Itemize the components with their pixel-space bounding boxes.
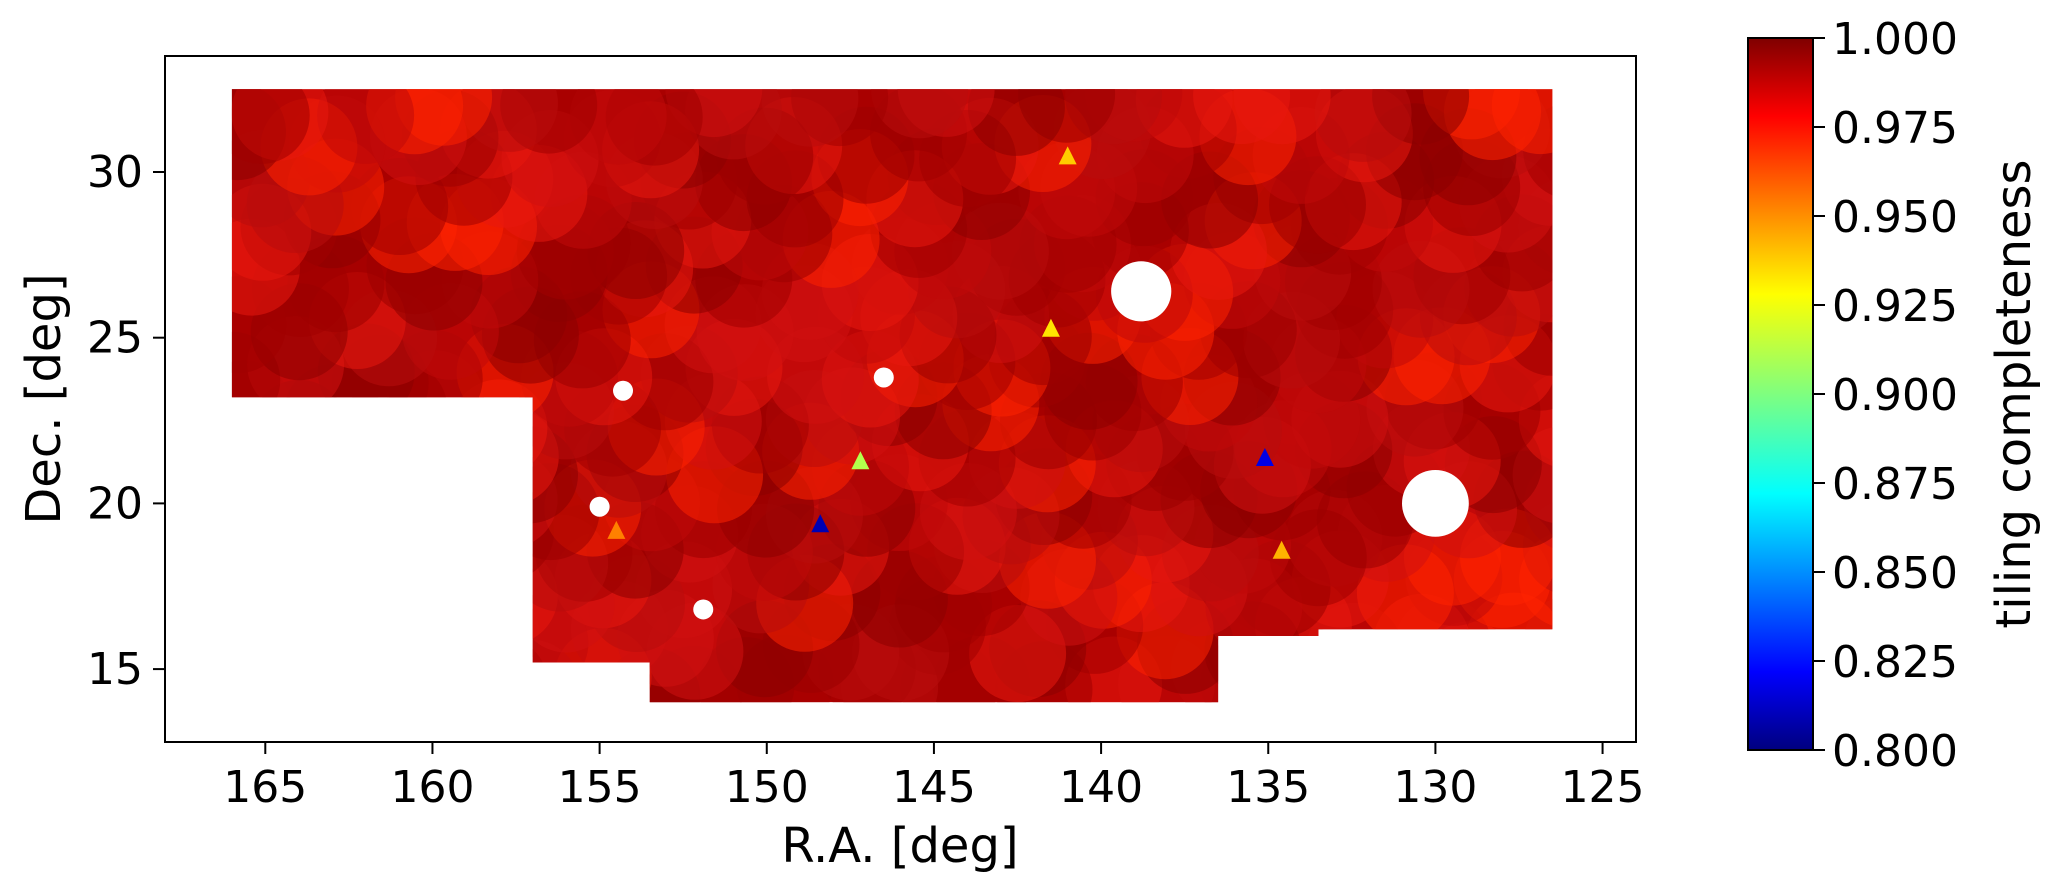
tile-circle [1314,89,1412,162]
y-tick-label: 15 [87,644,143,695]
low-completeness-spots [607,146,1291,559]
colorbar-tick-label: 0.875 [1832,459,1958,510]
low-completeness-spot [851,451,870,470]
y-axis-label: Dec. [deg] [16,273,72,524]
x-tick-label: 125 [1561,762,1645,813]
plot-frame [164,55,1637,743]
colorbar-tick-label: 0.900 [1832,370,1958,421]
low-completeness-spot [1041,318,1060,337]
colorbar-ticks: 0.800 0.825 0.850 0.875 0.900 0.925 0.950 0.975… [1813,14,1958,777]
y-tick-label: 30 [87,147,143,198]
x-tick-label: 165 [223,762,307,813]
x-tick-label: 135 [1226,762,1310,813]
masked-hole [693,599,714,620]
masked-hole [873,367,894,388]
tile-circle [967,89,1065,156]
colorbar-tick-label: 0.975 [1832,103,1958,154]
masked-hole [589,496,610,517]
masked-hole [613,380,634,401]
low-completeness-spot [607,520,626,539]
colorbar: 0.800 0.825 0.850 0.875 0.900 0.925 0.950 0.975… [1747,14,2042,777]
x-axis-label: R.A. [deg] [781,818,1018,874]
masked-hole [1402,469,1469,537]
colorbar-tick-label: 0.825 [1832,637,1958,688]
x-axis: 165 160 155 150 145 140 135 130 125 [223,742,1645,813]
masked-holes [589,261,1469,620]
x-tick-label: 130 [1393,762,1477,813]
colorbar-gradient [1748,38,1813,750]
colorbar-tick-label: 1.000 [1832,14,1958,65]
y-tick-label: 25 [87,313,143,364]
x-tick-label: 160 [390,762,474,813]
low-completeness-spot [811,514,830,533]
masked-hole [1111,261,1172,322]
colorbar-tick-label: 0.800 [1832,726,1958,777]
tile-circle [461,89,558,152]
x-tick-label: 140 [1059,762,1143,813]
y-tick-label: 20 [87,478,143,529]
colorbar-tick-label: 0.950 [1832,192,1958,243]
x-tick-label: 155 [558,762,642,813]
plot-area [164,55,1637,743]
low-completeness-spot [1272,540,1291,559]
colorbar-tick-label: 0.925 [1832,281,1958,332]
tile-circle [317,89,415,164]
tile-circle [231,89,310,164]
x-tick-label: 150 [725,762,809,813]
tile-circle [871,89,969,139]
y-axis: 15 20 25 30 [87,147,165,695]
tile-circle [761,89,859,147]
x-tick-label: 145 [892,762,976,813]
colorbar-tick-label: 0.850 [1832,548,1958,599]
low-completeness-spot [1058,146,1077,165]
low-completeness-spot [1255,447,1274,466]
colorbar-label: tiling completeness [1986,159,2042,628]
